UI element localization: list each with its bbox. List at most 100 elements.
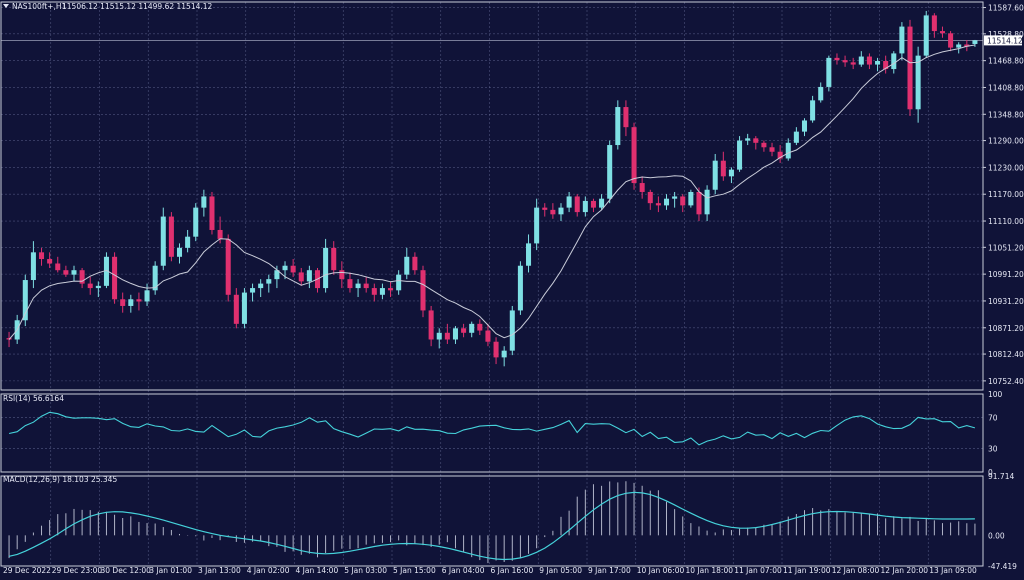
- candle-body: [63, 270, 69, 275]
- price-axis-tick-label: 10871.20: [988, 324, 1024, 333]
- candle-body: [193, 207, 199, 237]
- candle-body: [225, 238, 231, 295]
- candle-body: [339, 270, 345, 280]
- candle-body: [680, 196, 686, 206]
- candle-body: [728, 169, 734, 177]
- candle-body: [160, 216, 166, 266]
- x-axis-tick-label: 30 Dec 12:00: [101, 566, 152, 575]
- rsi-panel[interactable]: [8, 411, 976, 446]
- candle-body: [30, 252, 36, 281]
- price-axis-tick-label: 11528.80: [988, 30, 1024, 39]
- candle-body: [355, 283, 361, 289]
- price-panel[interactable]: [1, 10, 983, 367]
- symbol-dropdown-icon[interactable]: [3, 4, 9, 8]
- x-axis-tick-label: 6 Jan 04:00: [442, 566, 485, 575]
- candle-body: [477, 323, 483, 331]
- candle-body: [582, 200, 588, 213]
- candle-body: [972, 40, 978, 44]
- candle-body: [793, 131, 799, 143]
- x-axis-tick-label: 9 Jan 05:00: [539, 566, 582, 575]
- price-tag-box: [984, 35, 1022, 46]
- candle-body: [769, 147, 775, 152]
- candle-body: [201, 196, 207, 208]
- candle-body: [95, 285, 101, 289]
- candle-body: [818, 86, 824, 101]
- x-axis-tick-label: 5 Jan 03:00: [344, 566, 387, 575]
- candle-body: [290, 265, 296, 273]
- price-axis-tick-label: 11408.80: [988, 83, 1024, 92]
- price-tag: 11514.12: [987, 36, 1023, 45]
- candle-body: [209, 196, 215, 230]
- macd-axis-tick-label: 0.00: [988, 531, 1005, 540]
- candle-body: [663, 198, 670, 206]
- candle-body: [696, 191, 702, 215]
- candle-body: [850, 62, 856, 65]
- candle-body: [371, 288, 377, 295]
- candle-body: [461, 328, 467, 333]
- candle-body: [590, 200, 596, 208]
- candle-body: [168, 216, 174, 257]
- candle-body: [185, 236, 191, 248]
- candle-body: [623, 107, 629, 128]
- candle-body: [542, 207, 548, 210]
- macd-panel[interactable]: [8, 481, 976, 564]
- candle-body: [120, 299, 126, 306]
- candle-body: [631, 127, 637, 184]
- x-axis-tick-label: 5 Jan 15:00: [393, 566, 436, 575]
- candle-body: [875, 61, 881, 65]
- candle-body: [566, 196, 572, 208]
- candle-body: [639, 183, 645, 192]
- candle-body: [87, 283, 93, 289]
- candle-body: [112, 256, 118, 300]
- candle-body: [712, 160, 718, 190]
- candle-body: [866, 56, 872, 65]
- candle-body: [152, 265, 158, 291]
- price-axis-tick-label: 10931.20: [988, 297, 1024, 306]
- price-axis-tick-label: 11348.80: [988, 110, 1024, 119]
- candle-body: [444, 332, 450, 340]
- candle-body: [493, 341, 499, 358]
- candle-body: [331, 247, 337, 271]
- price-axis-tick-label: 11468.80: [988, 57, 1024, 66]
- candle-body: [891, 53, 897, 70]
- candle-body: [883, 61, 889, 70]
- panel-frame: [0, 393, 984, 473]
- candle-body: [574, 196, 580, 213]
- candle-body: [607, 145, 613, 199]
- candle-body: [704, 189, 710, 215]
- moving-average-line: [8, 44, 975, 340]
- candle-body: [79, 270, 85, 284]
- candle-body: [323, 247, 329, 289]
- candle-body: [347, 279, 353, 289]
- x-axis-tick-label: 3 Jan 01:00: [149, 566, 192, 575]
- candle-body: [39, 252, 45, 260]
- candle-body: [964, 44, 970, 47]
- price-axis-tick-label: 10752.40: [988, 377, 1024, 386]
- price-axis-tick-label: 11110.00: [988, 217, 1024, 226]
- x-axis-tick-label: 4 Jan 14:00: [296, 566, 339, 575]
- candle-body: [915, 55, 921, 110]
- candle-body: [737, 140, 743, 170]
- candle-body: [509, 310, 515, 351]
- candle-body: [396, 274, 402, 291]
- candle-body: [436, 332, 442, 340]
- candle-body: [526, 243, 532, 266]
- price-axis-tick-label: 11170.00: [988, 190, 1024, 199]
- candle-body: [71, 270, 77, 275]
- candle-body: [834, 57, 840, 61]
- x-axis-tick-label: 12 Jan 08:00: [832, 566, 880, 575]
- candle-body: [282, 265, 288, 271]
- candle-body: [672, 196, 678, 199]
- candle-body: [647, 191, 653, 204]
- candle-body: [306, 270, 312, 282]
- x-axis-tick-label: 29 Dec 23:00: [52, 566, 103, 575]
- macd-axis-tick-label: 91.714: [988, 472, 1014, 481]
- candle-body: [550, 209, 556, 215]
- x-axis-tick-label: 11 Jan 19:00: [783, 566, 831, 575]
- candle-body: [22, 280, 28, 321]
- x-axis-tick-label: 10 Jan 18:00: [686, 566, 734, 575]
